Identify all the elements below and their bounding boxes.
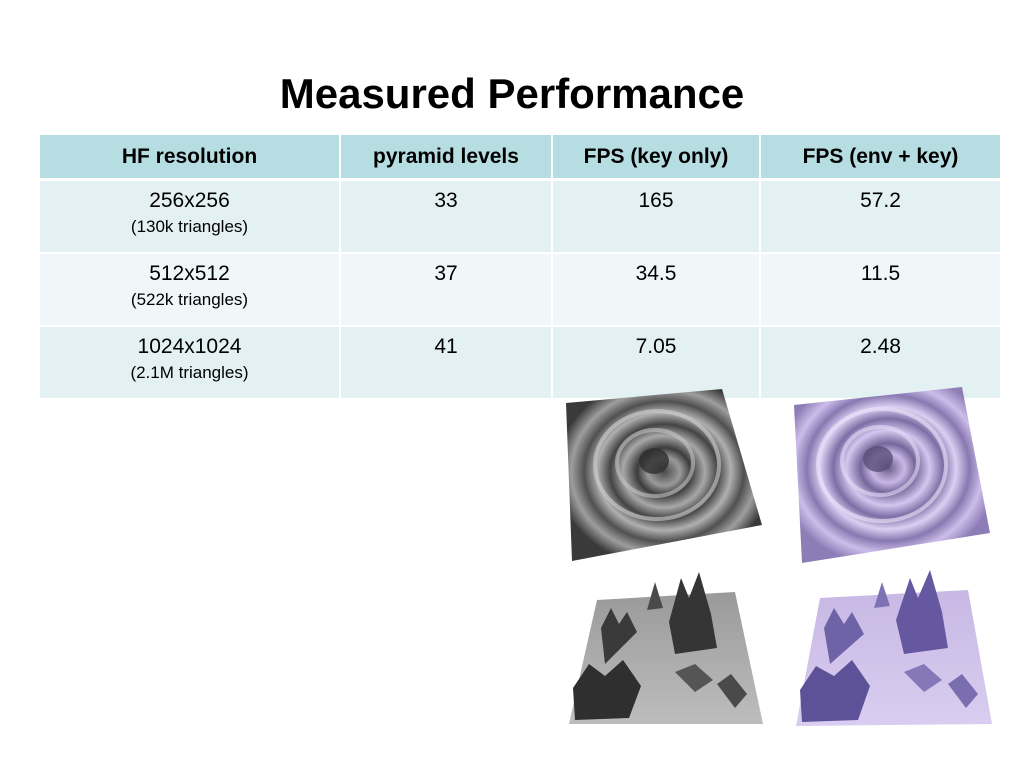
ripple-ring (615, 428, 695, 498)
mountain-terrain-gray-image (569, 572, 763, 724)
ripple-terrain-purple-image (794, 387, 990, 563)
mountain-peak (675, 664, 713, 692)
cell-resolution: 512x512 (522k triangles) (40, 253, 341, 327)
cell-fps-env-key: 57.2 (760, 179, 1000, 254)
cell-pyramid-levels: 37 (340, 253, 553, 327)
page-title: Measured Performance (279, 70, 745, 117)
cell-fps-env-key: 2.48 (760, 326, 1000, 400)
cell-fps-env-key: 11.5 (760, 253, 1000, 327)
cell-fps-key-only: 165 (552, 179, 761, 254)
terrain-surface (566, 389, 762, 561)
header-pyramid-levels: pyramid levels (340, 135, 553, 181)
header-hf-resolution: HF resolution (40, 135, 341, 181)
mountain-peak (948, 674, 978, 708)
table-row: 256x256 (130k triangles) 33 165 57.2 (40, 179, 1000, 254)
mountain-peak (896, 570, 948, 654)
mountain-peak (800, 660, 870, 722)
header-fps-env-key: FPS (env + key) (760, 135, 1000, 181)
cell-pyramid-levels: 33 (340, 179, 553, 254)
table-row: 512x512 (522k triangles) 37 34.5 11.5 (40, 253, 1000, 327)
resolution-value: 512x512 (149, 262, 230, 285)
ripple-terrain-gray-image (566, 389, 762, 561)
table-header-row: HF resolution pyramid levels FPS (key on… (40, 135, 1000, 181)
cell-resolution: 1024x1024 (2.1M triangles) (40, 326, 341, 400)
ripple-ring (840, 425, 920, 497)
mountain-peak (601, 608, 637, 664)
ripple-ring (593, 409, 721, 521)
terrain-surface (794, 387, 990, 563)
triangle-count: (2.1M triangles) (130, 363, 249, 382)
mountain-peak (647, 582, 663, 610)
mountain-terrain-purple-image (796, 570, 992, 726)
performance-table: HF resolution pyramid levels FPS (key on… (40, 135, 1000, 400)
ripple-ring (816, 407, 948, 523)
mountain-peak (904, 664, 942, 692)
resolution-value: 1024x1024 (137, 335, 242, 358)
header-fps-key-only: FPS (key only) (552, 135, 761, 181)
mountain-peak (717, 674, 747, 708)
resolution-value: 256x256 (149, 189, 230, 212)
ripple-center (863, 446, 893, 472)
triangle-count: (522k triangles) (130, 290, 249, 309)
mountain-peak (874, 582, 890, 608)
cell-resolution: 256x256 (130k triangles) (40, 179, 341, 254)
mountain-peak (824, 608, 864, 664)
mountain-peak (669, 572, 717, 654)
cell-fps-key-only: 34.5 (552, 253, 761, 327)
triangle-count: (130k triangles) (130, 217, 249, 236)
table-row: 1024x1024 (2.1M triangles) 41 7.05 2.48 (40, 326, 1000, 400)
cell-pyramid-levels: 41 (340, 326, 553, 400)
ripple-center (639, 448, 669, 474)
mountain-peak (573, 660, 641, 720)
